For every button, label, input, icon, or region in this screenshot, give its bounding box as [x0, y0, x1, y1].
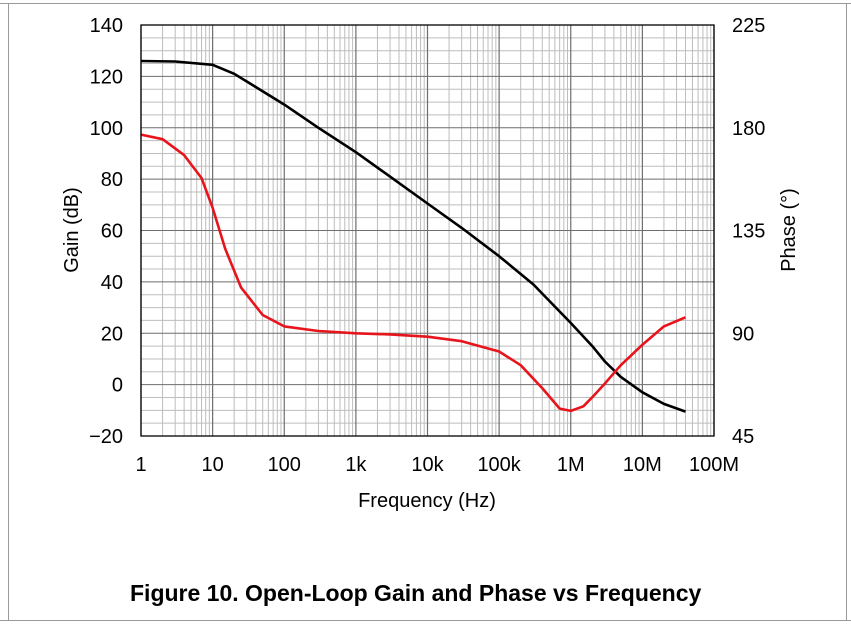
frame-left-border	[8, 3, 9, 621]
y-tick-label: 40	[101, 272, 123, 294]
plot-area-border	[140, 24, 715, 437]
y2-axis-label: Phase (°)	[778, 188, 800, 272]
tick-labels: 1 10 100 1k 10k 100k 1M 10M 100M 140 120 100 80 60 40 2…	[89, 15, 765, 476]
gain-curve	[140, 59, 686, 413]
y-tick-label: −20	[89, 426, 123, 448]
x-tick-label: 1	[135, 454, 146, 476]
x-tick-label: 100M	[689, 454, 739, 476]
x-tick-label: 1M	[557, 454, 585, 476]
x-tick-label: 100	[268, 454, 301, 476]
y2-tick-label: 135	[732, 221, 765, 243]
y-tick-label: 20	[101, 323, 123, 345]
y-tick-label: 120	[90, 66, 123, 88]
figure-caption: Figure 10. Open-Loop Gain and Phase vs F…	[130, 580, 702, 606]
x-tick-label: 100k	[477, 454, 521, 476]
x-tick-label: 1k	[345, 454, 367, 476]
frame-bottom-border	[0, 620, 851, 621]
x-tick-label: 10	[202, 454, 224, 476]
x-tick-label: 10k	[411, 454, 444, 476]
y-tick-label: 80	[101, 169, 123, 191]
y2-tick-label: 180	[732, 118, 765, 140]
frame-top-border	[0, 3, 851, 4]
open-loop-gain-phase-chart: 1 10 100 1k 10k 100k 1M 10M 100M 140 120 100 80 60 40 2…	[61, 15, 800, 512]
chart-series	[140, 59, 687, 413]
chart-grid	[140, 25, 715, 436]
y2-tick-label: 45	[732, 426, 754, 448]
x-tick-label: 10M	[623, 454, 662, 476]
x-axis-label: Frequency (Hz)	[358, 490, 496, 512]
y-axis-label: Gain (dB)	[61, 187, 83, 273]
y-tick-label: 0	[112, 375, 123, 397]
y2-tick-label: 225	[732, 15, 765, 37]
frame-right-border	[846, 3, 847, 621]
y-tick-label: 140	[90, 15, 123, 37]
y-tick-label: 100	[90, 118, 123, 140]
y2-tick-label: 90	[732, 323, 754, 345]
phase-curve	[140, 133, 687, 413]
y-tick-label: 60	[101, 221, 123, 243]
